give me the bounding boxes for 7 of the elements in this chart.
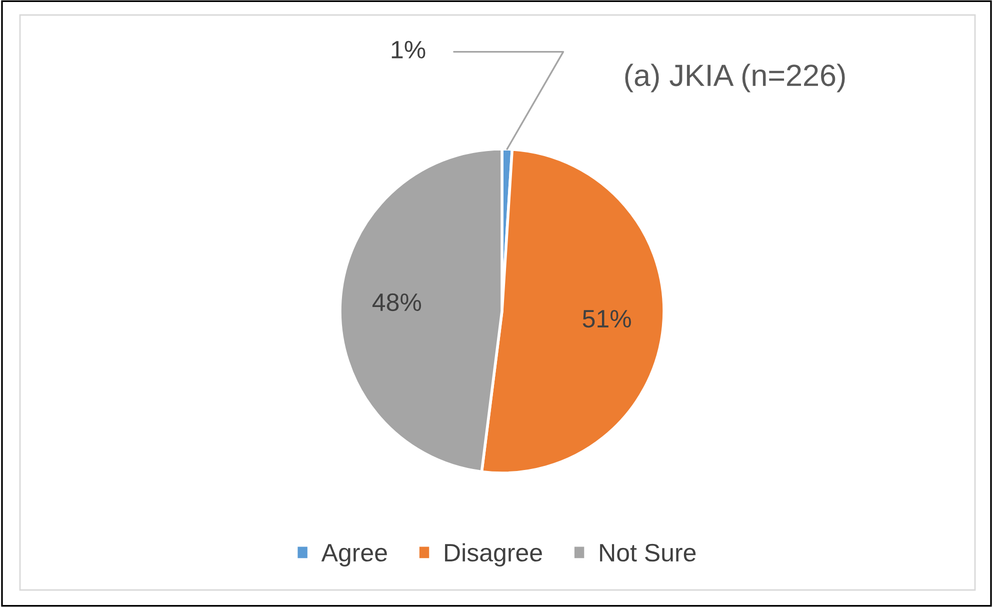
text: (a) JKIA (n=226): [625, 64, 845, 92]
legend-label: Agree: [321, 544, 387, 566]
legend-label: Not Sure: [600, 544, 696, 562]
data-label: 1%: [392, 40, 426, 58]
data-label: 48%: [372, 293, 422, 312]
legend-label: Disagree: [445, 543, 542, 566]
data-label: 51%: [582, 310, 631, 328]
